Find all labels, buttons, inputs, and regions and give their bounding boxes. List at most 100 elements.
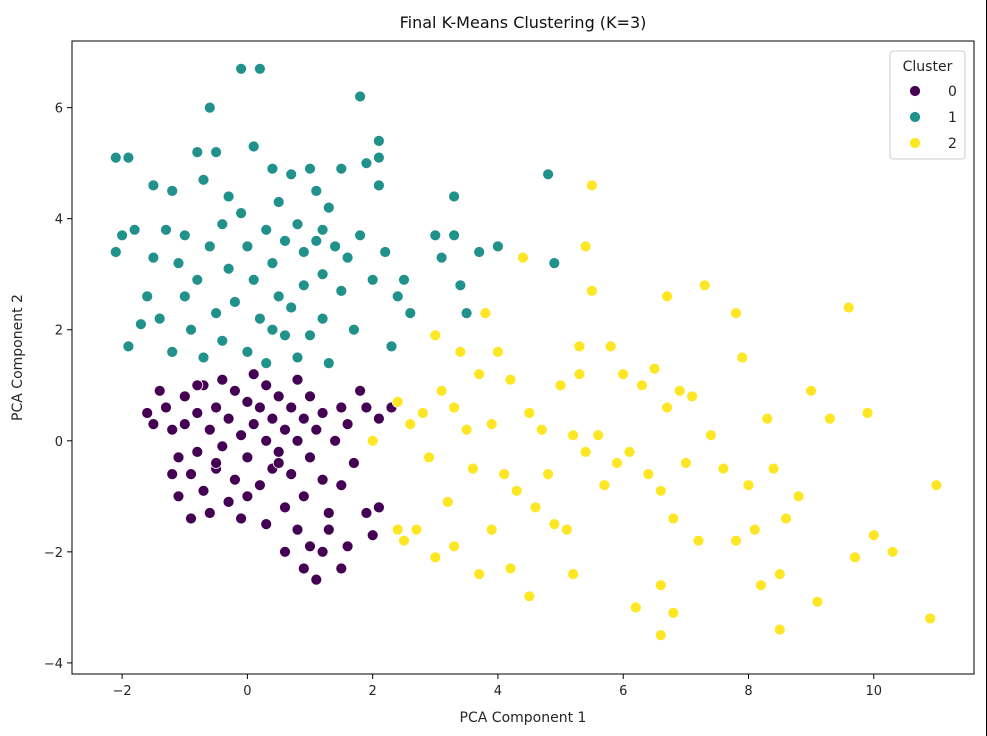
cluster-2-point: [548, 518, 561, 530]
cluster-1-point: [210, 146, 223, 159]
cluster-0-point: [247, 368, 260, 381]
cluster-1-point: [128, 223, 141, 236]
x-axis-title: PCA Component 1: [460, 710, 587, 726]
cluster-1-point: [172, 257, 185, 270]
cluster-2-point: [780, 512, 792, 525]
cluster-2-point: [623, 445, 636, 458]
cluster-1-point: [279, 234, 291, 247]
cluster-0-point: [347, 457, 360, 469]
plot-area: [71, 40, 975, 675]
cluster-1-point: [347, 323, 360, 336]
cluster-2-point: [805, 384, 817, 397]
cluster-0-point: [260, 434, 273, 447]
cluster-0-point: [372, 412, 385, 425]
cluster-2-point: [692, 534, 705, 547]
cluster-0-point: [216, 373, 229, 386]
x-tick-label: 4: [494, 684, 502, 699]
cluster-1-point: [141, 290, 154, 303]
cluster-2-point: [667, 607, 680, 619]
cluster-1-point: [210, 307, 223, 320]
cluster-2-point: [479, 307, 492, 320]
cluster-1-point: [216, 334, 229, 347]
cluster-2-point: [423, 451, 435, 464]
cluster-0-point: [210, 401, 223, 414]
y-tick-label: 4: [55, 213, 63, 228]
cluster-2-point: [485, 418, 498, 431]
cluster-0-point: [191, 407, 204, 419]
cluster-0-point: [279, 501, 291, 514]
cluster-2-point: [705, 429, 717, 442]
cluster-2-point: [579, 445, 592, 458]
cluster-2-point: [391, 395, 404, 408]
cluster-0-point: [310, 573, 323, 586]
cluster-0-point: [203, 423, 216, 436]
cluster-2-point: [661, 290, 673, 303]
cluster-0-point: [297, 490, 310, 503]
cluster-2-point: [466, 462, 479, 475]
cluster-1-point: [385, 340, 398, 353]
cluster-2-point: [586, 179, 598, 192]
cluster-2-point: [441, 495, 454, 508]
cluster-2-point: [404, 418, 417, 431]
cluster-1-point: [178, 229, 191, 242]
cluster-0-point: [341, 418, 354, 431]
cluster-2-point: [504, 373, 517, 386]
cluster-0-point: [304, 390, 316, 403]
cluster-0-point: [316, 473, 329, 486]
cluster-2-point: [792, 490, 805, 503]
legend-marker-0: [909, 85, 921, 97]
y-tick-label: −4: [44, 657, 63, 672]
cluster-1-point: [341, 251, 354, 264]
cluster-2-point: [648, 362, 661, 375]
cluster-1-point: [260, 357, 273, 370]
cluster-0-point: [354, 384, 367, 397]
cluster-1-point: [134, 318, 147, 331]
cluster-2-point: [642, 468, 655, 481]
cluster-0-point: [372, 501, 385, 514]
x-axis: −2 0 2 4 6 8 10: [113, 674, 883, 699]
cluster-0-point: [260, 379, 273, 392]
cluster-0-point: [235, 512, 248, 525]
cluster-2-point: [391, 523, 404, 536]
cluster-0-point: [272, 445, 285, 458]
cluster-2-point: [504, 562, 517, 575]
cluster-1-point: [285, 301, 298, 314]
cluster-2-point: [824, 412, 836, 425]
cluster-1-point: [197, 351, 210, 364]
cluster-0-point: [260, 518, 273, 530]
cluster-1-point: [548, 257, 561, 270]
cluster-2-point: [460, 423, 473, 436]
cluster-1-point: [404, 307, 417, 320]
legend-title: Cluster: [903, 59, 953, 75]
x-tick-label: 10: [866, 684, 883, 699]
cluster-1-point: [247, 273, 260, 286]
cluster-0-point: [241, 451, 254, 464]
cluster-2-point: [491, 345, 504, 358]
cluster-2-point: [686, 390, 698, 403]
cluster-0-point: [335, 562, 348, 575]
y-tick-label: 6: [55, 102, 63, 117]
cluster-2-point: [730, 534, 742, 547]
cluster-1-point: [366, 273, 379, 286]
cluster-1-point: [266, 323, 279, 336]
cluster-0-point: [197, 484, 210, 497]
cluster-2-point: [429, 551, 442, 564]
cluster-2-point: [861, 407, 874, 419]
cluster-2-point: [592, 429, 605, 442]
cluster-0-point: [178, 418, 191, 431]
cluster-1-point: [316, 312, 329, 325]
cluster-0-point: [241, 490, 254, 503]
cluster-2-point: [473, 568, 486, 580]
cluster-1-point: [304, 329, 316, 342]
legend-label-2: 2: [948, 136, 957, 152]
cluster-2-point: [454, 345, 467, 358]
cluster-2-point: [773, 623, 786, 636]
cluster-1-point: [379, 246, 392, 258]
cluster-1-point: [310, 234, 323, 247]
cluster-0-point: [166, 423, 179, 436]
cluster-0-point: [360, 507, 373, 519]
cluster-1-point: [335, 162, 348, 175]
cluster-0-point: [185, 468, 197, 481]
cluster-2-point: [448, 540, 461, 553]
cluster-2-point: [629, 601, 642, 614]
